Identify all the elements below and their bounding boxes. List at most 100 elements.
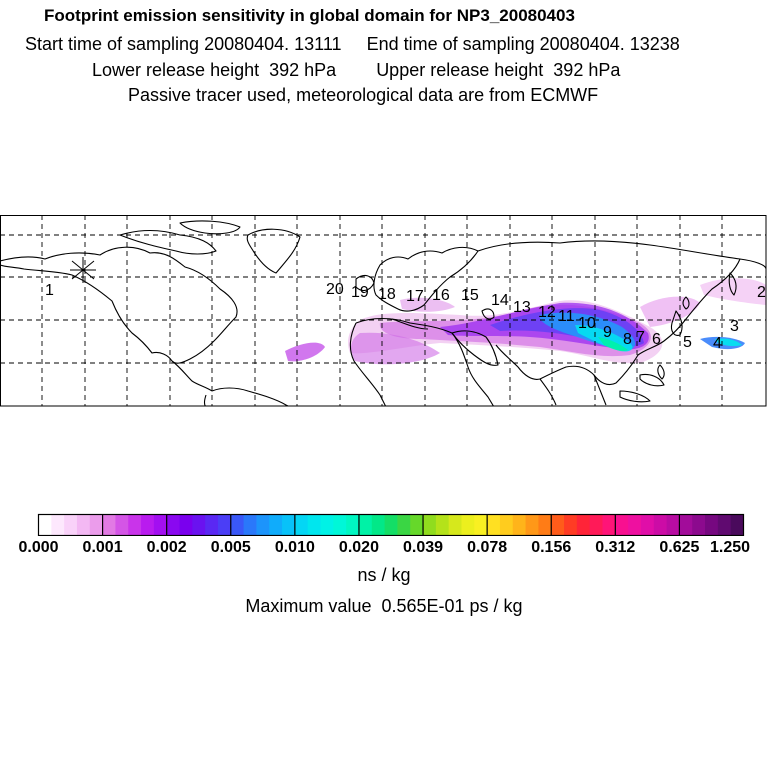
colorbar-cell bbox=[474, 514, 488, 536]
colorbar-cell bbox=[653, 514, 668, 536]
trajectory-label: 18 bbox=[378, 286, 396, 303]
colorbar-tick-label: 0.002 bbox=[146, 539, 187, 556]
colorbar-cell bbox=[153, 514, 168, 536]
colorbar-cell bbox=[217, 514, 232, 536]
colorbar-cell bbox=[525, 514, 539, 536]
colorbar-frame bbox=[37, 513, 745, 536]
colorbar-cell bbox=[692, 514, 706, 536]
colorbar-tick-label: 1.250 bbox=[709, 539, 751, 556]
trajectory-label: 5 bbox=[683, 334, 692, 351]
colorbar-cell bbox=[551, 514, 565, 536]
plot-title: Footprint emission sensitivity in global… bbox=[44, 6, 575, 25]
start-time: Start time of sampling 20080404. 13111 bbox=[25, 34, 342, 54]
colorbar-cell bbox=[487, 514, 501, 536]
colorbar-tick-label: 0.000 bbox=[18, 539, 59, 556]
coastlines bbox=[0, 220, 766, 406]
colorbar-cell bbox=[102, 514, 116, 536]
trajectory-label: 9 bbox=[603, 324, 612, 341]
lower-release-height: Lower release height 392 hPa bbox=[92, 60, 337, 80]
colorbar-cell bbox=[307, 514, 321, 536]
colorbar-tick-label: 0.625 bbox=[659, 539, 700, 556]
trajectory-labels: 1 2 3 4 5 6 7 8 9 10 11 12 13 14 15 16 1… bbox=[45, 281, 766, 352]
colorbar-cell bbox=[640, 514, 655, 536]
colorbar-cell bbox=[448, 514, 462, 536]
footprint-map: 1 2 3 4 5 6 7 8 9 10 11 12 13 14 15 16 1… bbox=[0, 215, 767, 407]
trajectory-label: 6 bbox=[652, 331, 661, 348]
colorbar-cell bbox=[294, 514, 309, 536]
colorbar-cell bbox=[371, 514, 386, 536]
sampling-times: Start time of sampling 20080404. 13111 E… bbox=[25, 34, 680, 54]
colorbar-cell bbox=[141, 514, 155, 536]
colorbar-tick-label: 0.005 bbox=[210, 539, 251, 556]
graticule bbox=[0, 215, 766, 406]
tracer-note: Passive tracer used, meteorological data… bbox=[128, 85, 599, 105]
colorbar-cell bbox=[461, 514, 475, 536]
colorbar-cell bbox=[333, 514, 347, 536]
colorbar-cell bbox=[51, 514, 65, 536]
colorbar-tick-label: 0.078 bbox=[467, 539, 508, 556]
colorbar-cell bbox=[538, 514, 552, 536]
colorbar-cell bbox=[705, 514, 719, 536]
colorbar-cell bbox=[230, 514, 245, 536]
colorbar-tick-label: 0.039 bbox=[403, 539, 444, 556]
colorbar-cells bbox=[38, 514, 744, 536]
colorbar-cell bbox=[166, 514, 180, 536]
colorbar-cell bbox=[76, 514, 91, 536]
colorbar-cell bbox=[666, 514, 680, 536]
colorbar-cell bbox=[384, 514, 398, 536]
colorbar-cell bbox=[435, 514, 450, 536]
colorbar-cell bbox=[64, 514, 78, 536]
colorbar-cell bbox=[346, 514, 360, 536]
colorbar-cell bbox=[628, 514, 642, 536]
colorbar-cell bbox=[576, 514, 591, 536]
colorbar-cell bbox=[115, 514, 129, 536]
colorbar-tick-label: 0.156 bbox=[531, 539, 572, 556]
colorbar-cell bbox=[615, 514, 629, 536]
colorbar-tick-label: 0.020 bbox=[338, 539, 379, 556]
trajectory-label: 17 bbox=[406, 288, 424, 305]
colorbar-cell bbox=[256, 514, 270, 536]
end-time: End time of sampling 20080404. 13238 bbox=[366, 34, 680, 54]
trajectory-label: 8 bbox=[623, 331, 632, 348]
trajectory-label: 4 bbox=[713, 335, 722, 352]
colorbar-cell bbox=[205, 514, 219, 536]
colorbar-cell bbox=[320, 514, 334, 536]
colorbar-cell bbox=[730, 514, 744, 536]
trajectory-label: 11 bbox=[558, 308, 575, 325]
colorbar-cell bbox=[564, 514, 578, 536]
colorbar-unit: ns / kg bbox=[357, 565, 411, 585]
trajectory-label: 15 bbox=[461, 287, 479, 304]
trajectory-label: 19 bbox=[351, 284, 369, 301]
sensitivity-plume bbox=[285, 278, 766, 365]
colorbar-cell bbox=[717, 514, 732, 536]
trajectory-label: 13 bbox=[513, 299, 531, 316]
colorbar-cell bbox=[38, 514, 52, 536]
trajectory-label: 10 bbox=[578, 315, 596, 332]
trajectory-label: 20 bbox=[326, 281, 344, 298]
colorbar-cell bbox=[282, 514, 296, 536]
upper-release-height: Upper release height 392 hPa bbox=[376, 60, 621, 80]
colorbar-cell bbox=[179, 514, 193, 536]
trajectory-label: 3 bbox=[730, 318, 739, 335]
colorbar-cell bbox=[423, 514, 437, 536]
colorbar-tick-label: 0.010 bbox=[274, 539, 315, 556]
colorbar-cell bbox=[243, 514, 257, 536]
colorbar-cell bbox=[89, 514, 104, 536]
map-frame bbox=[0, 215, 767, 407]
trajectory-label: 16 bbox=[432, 287, 450, 304]
trajectory-label: 2 bbox=[757, 284, 766, 301]
colorbar-cell bbox=[192, 514, 206, 536]
colorbar bbox=[37, 513, 745, 536]
colorbar-cell bbox=[512, 514, 527, 536]
release-point-marker bbox=[70, 257, 96, 283]
colorbar-cell bbox=[269, 514, 283, 536]
trajectory-label: 1 bbox=[45, 282, 54, 299]
maximum-value: Maximum value 0.565E-01 ps / kg bbox=[245, 596, 523, 616]
colorbar-cell bbox=[602, 514, 616, 536]
colorbar-tick-label: 0.001 bbox=[82, 539, 123, 556]
colorbar-cell bbox=[397, 514, 411, 536]
trajectory-label: 14 bbox=[491, 292, 509, 309]
colorbar-cell bbox=[589, 514, 603, 536]
colorbar-cell bbox=[128, 514, 142, 536]
release-heights: Lower release height 392 hPa Upper relea… bbox=[92, 60, 620, 80]
